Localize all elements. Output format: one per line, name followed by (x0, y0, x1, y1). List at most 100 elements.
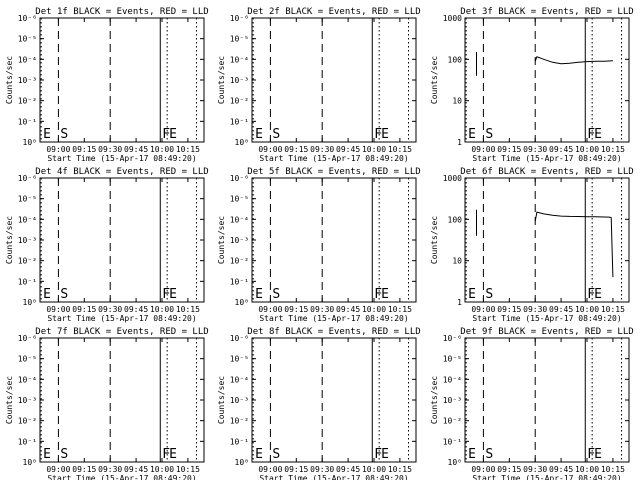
y-tick-label: 10⁻⁴ (230, 55, 249, 64)
x-tick-label: 10:15 (388, 465, 412, 474)
y-tick-label: 10⁻¹ (18, 437, 37, 446)
y-axis-label: Counts/sec (430, 216, 439, 264)
y-tick-label: 10⁻¹ (230, 117, 249, 126)
y-tick-label: 10⁻¹ (18, 117, 37, 126)
marker-label: F (162, 287, 170, 302)
y-axis-label: Counts/sec (217, 56, 226, 104)
plot-frame (464, 177, 630, 303)
y-tick-label: 10⁻⁴ (18, 215, 37, 224)
x-tick-label: 09:45 (549, 145, 573, 154)
x-axis-label: Start Time (15-Apr-17 08:49:20) (472, 154, 621, 163)
marker-label: S (60, 127, 68, 142)
y-tick-label: 10⁻⁵ (230, 355, 249, 364)
x-tick-label: 09:15 (497, 145, 521, 154)
x-tick-label: 10:15 (176, 465, 200, 474)
y-axis-label: Counts/sec (217, 376, 226, 424)
x-tick-label: 09:45 (124, 305, 148, 314)
y-tick-label: 10⁻² (18, 417, 37, 426)
x-tick-label: 09:45 (336, 465, 360, 474)
x-tick-label: 10:00 (362, 305, 386, 314)
marker-label: E (381, 447, 389, 462)
marker-label: E (594, 287, 602, 302)
x-tick-label: 10:15 (388, 305, 412, 314)
marker-label: S (272, 127, 280, 142)
x-tick-label: 10:15 (601, 465, 625, 474)
marker-label: E (381, 127, 389, 142)
y-tick-label: 10⁻² (18, 97, 37, 106)
x-axis-label: Start Time (15-Apr-17 08:49:20) (472, 474, 621, 480)
marker-label: E (468, 447, 476, 462)
y-tick-label: 100 (448, 55, 463, 64)
marker-label: E (43, 127, 51, 142)
x-tick-label: 09:00 (471, 305, 495, 314)
y-tick-label: 1000 (443, 174, 462, 183)
y-tick-label: 10⁻³ (18, 396, 37, 405)
x-tick-label: 09:45 (549, 305, 573, 314)
y-tick-label: 10⁻⁴ (18, 375, 37, 384)
y-tick-label: 10⁰ (235, 458, 249, 467)
detector-panel-4: Det 4f BLACK = Events, RED = LLD 10⁰ 10⁻¹ 1… (5, 167, 209, 323)
y-tick-label: 10 (452, 257, 462, 266)
marker-label: E (255, 287, 263, 302)
marker-label: S (60, 447, 68, 462)
panel-title: Det 2f BLACK = Events, RED = LLD (247, 7, 420, 17)
x-tick-label: 09:30 (98, 145, 122, 154)
y-tick-label: 10⁻³ (230, 76, 249, 85)
marker-label: E (468, 287, 476, 302)
y-tick-label: 10⁰ (23, 458, 37, 467)
y-tick-label: 10⁻⁶ (18, 334, 37, 343)
y-tick-label: 1 (457, 138, 462, 147)
x-tick-label: 10:00 (150, 305, 174, 314)
y-tick-label: 10⁻⁵ (230, 195, 249, 204)
y-tick-label: 10⁰ (23, 298, 37, 307)
marker-label: E (43, 447, 51, 462)
series-line (534, 211, 614, 278)
y-tick-label: 10⁻⁴ (443, 375, 462, 384)
y-tick-label: 10⁻⁵ (443, 355, 462, 364)
plot-frame (464, 17, 630, 143)
x-tick-label: 10:15 (601, 305, 625, 314)
x-tick-label: 10:00 (575, 305, 599, 314)
x-tick-label: 09:15 (284, 305, 308, 314)
plot-frame (39, 17, 205, 143)
x-tick-label: 09:00 (46, 145, 70, 154)
x-tick-label: 09:00 (471, 145, 495, 154)
panel-title: Det 4f BLACK = Events, RED = LLD (35, 167, 208, 177)
x-tick-label: 09:15 (497, 305, 521, 314)
panel-title: Det 8f BLACK = Events, RED = LLD (247, 327, 420, 337)
x-tick-label: 09:00 (46, 305, 70, 314)
x-tick-label: 09:45 (336, 145, 360, 154)
marker-label: S (485, 127, 493, 142)
plot-frame (464, 337, 630, 463)
marker-label: F (587, 287, 595, 302)
detector-panel-9: Det 9f BLACK = Events, RED = LLD 10⁰ 10⁻¹ 1… (430, 327, 634, 480)
plot-frame (251, 17, 417, 143)
x-axis-label: Start Time (15-Apr-17 08:49:20) (259, 474, 408, 480)
x-tick-label: 09:00 (258, 305, 282, 314)
panel-title: Det 1f BLACK = Events, RED = LLD (35, 7, 208, 17)
panel-title: Det 9f BLACK = Events, RED = LLD (460, 327, 633, 337)
plot-frame (251, 177, 417, 303)
y-axis-label: Counts/sec (217, 216, 226, 264)
y-axis-label: Counts/sec (430, 56, 439, 104)
marker-label: F (587, 127, 595, 142)
marker-label: S (485, 287, 493, 302)
y-tick-label: 100 (448, 215, 463, 224)
y-tick-label: 10⁻⁶ (230, 174, 249, 183)
detector-panel-1: Det 1f BLACK = Events, RED = LLD 10⁰ 10⁻¹ 1… (5, 7, 209, 163)
y-axis-label: Counts/sec (5, 56, 14, 104)
x-tick-label: 09:30 (98, 465, 122, 474)
marker-label: F (374, 447, 382, 462)
x-axis-label: Start Time (15-Apr-17 08:49:20) (47, 154, 196, 163)
x-tick-label: 09:45 (124, 465, 148, 474)
x-tick-label: 09:30 (523, 305, 547, 314)
marker-label: E (169, 447, 177, 462)
marker-label: S (60, 287, 68, 302)
y-tick-label: 10⁻³ (230, 236, 249, 245)
y-axis-label: Counts/sec (430, 376, 439, 424)
panel-title: Det 7f BLACK = Events, RED = LLD (35, 327, 208, 337)
marker-label: E (468, 127, 476, 142)
x-tick-label: 10:00 (362, 465, 386, 474)
marker-label: F (162, 447, 170, 462)
